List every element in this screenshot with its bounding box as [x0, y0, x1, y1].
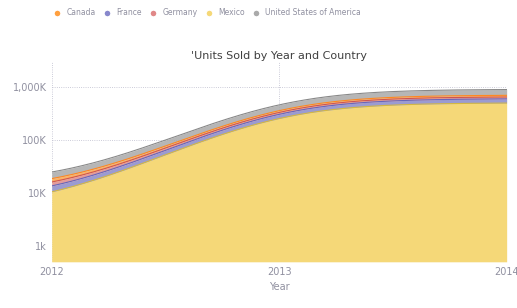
X-axis label: Year: Year — [269, 282, 290, 292]
Legend: Canada, France, Germany, Mexico, United States of America: Canada, France, Germany, Mexico, United … — [47, 5, 364, 20]
Title: 'Units Sold by Year and Country: 'Units Sold by Year and Country — [191, 51, 367, 61]
